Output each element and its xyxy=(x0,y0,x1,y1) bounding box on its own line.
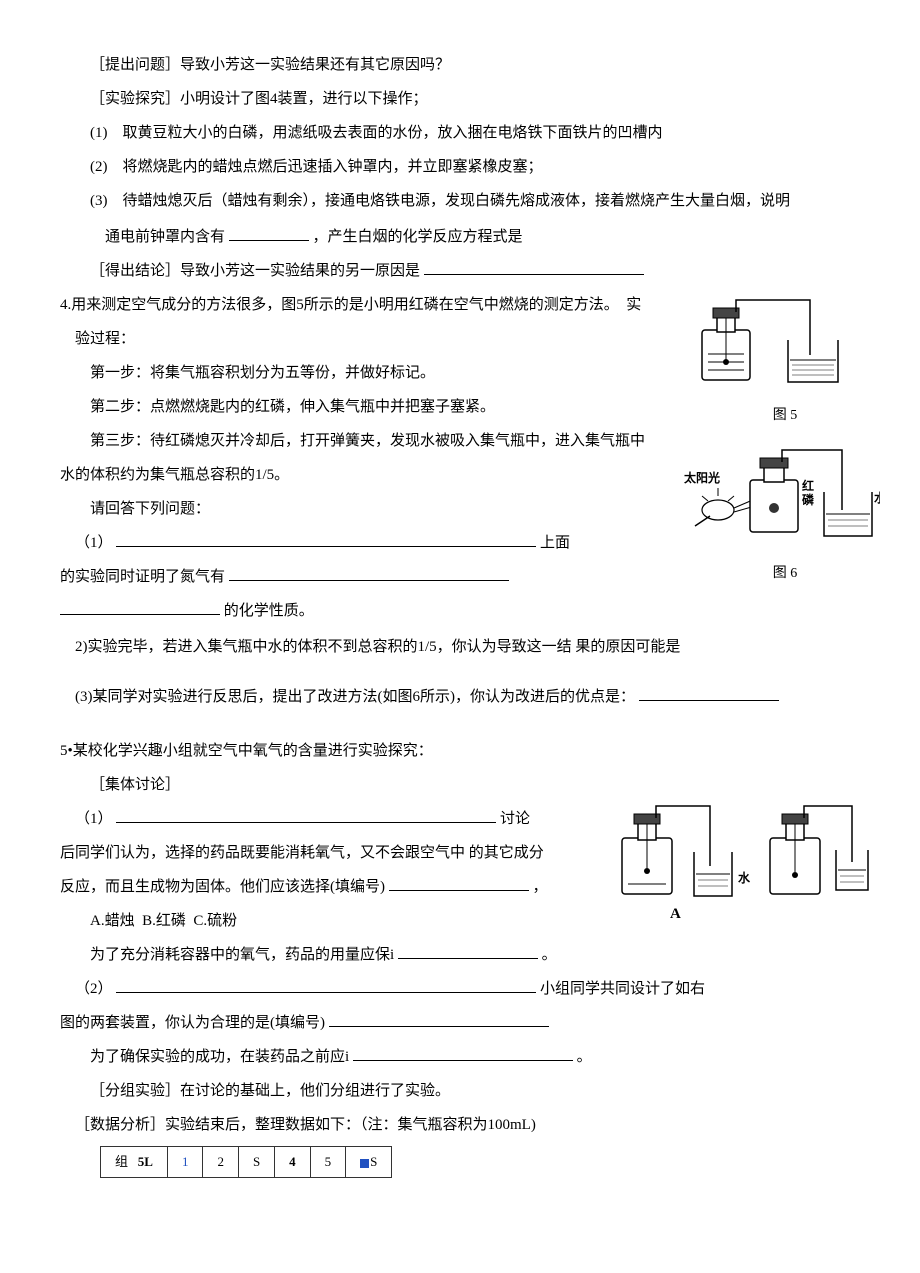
blank-q4-1c xyxy=(60,599,220,616)
q3-step3a-text: (3) 待蜡烛熄灭后（蜡烛有剩余），接通电烙铁电源，发现白磷先熔成液体，接着燃烧… xyxy=(60,193,790,209)
table-cell: 2 xyxy=(203,1147,239,1178)
q5-split: ［分组实验］在讨论的基础上，他们分组进行了实验。 xyxy=(60,1076,860,1106)
q4-q3-text: (3)某同学对实验进行反思后，提出了改进方法(如图6所示)，你认为改进后的优点是… xyxy=(75,689,635,705)
figure5-label: 图 5 xyxy=(680,402,890,430)
q5-q2-line2: 图的两套装置，你认为合理的是(填编号) xyxy=(60,1008,860,1038)
q4-proc: 验过程： xyxy=(60,324,660,354)
table-cell: 4 xyxy=(275,1147,311,1178)
svg-text:水: 水 xyxy=(738,870,751,885)
q3-step3a: (3) 待蜡烛熄灭后（蜡烛有剩余），接通电烙铁电源，发现白磷先熔成液体，接着燃烧… xyxy=(60,186,860,216)
figure6-icon: 太阳光 红 磷 水 xyxy=(680,438,880,558)
blank-q5-2c xyxy=(353,1045,573,1062)
blank-reason xyxy=(424,259,644,276)
q3-step2: (2) 将燃烧匙内的蜡烛点燃后迅速插入钟罩内，并立即塞紧橡皮塞； xyxy=(60,152,860,182)
blank-q5-1b xyxy=(389,875,529,892)
q5-optA: A.蜡烛 xyxy=(90,913,135,929)
blank-q4-1a xyxy=(116,531,536,548)
blank-q4-1b xyxy=(229,565,509,582)
q5-q1d-text: 反应，而且生成物为固体。他们应该选择(填编号) xyxy=(60,879,389,895)
q4-step3: 第三步：待红磷熄灭并冷却后，打开弹簧夹，发现水被吸入集气瓶中，进入集气瓶中 xyxy=(60,426,660,456)
table-cell: S xyxy=(346,1147,392,1178)
q3-step3b-text: 通电前钟罩内含有 xyxy=(105,229,229,245)
blank-q5-1c xyxy=(398,943,538,960)
q4-q1d-text: 的化学性质。 xyxy=(224,603,314,619)
q4-figures: 图 5 xyxy=(680,290,890,596)
q5-q1-line2: 后同学们认为，选择的药品既要能消耗氧气，又不会跟空气中 的其它成分 xyxy=(60,838,610,868)
q5-title: 5•某校化学兴趣小组就空气中氧气的含量进行实验探究： xyxy=(60,736,610,766)
q5-q2-line1: （2） 小组同学共同设计了如右 xyxy=(60,974,860,1004)
q4-q1-tail1: 上面 xyxy=(540,535,570,551)
q4-q1-line3: 的化学性质。 xyxy=(60,596,660,626)
table-row: 组 5L 1 2 S 4 5 S xyxy=(101,1147,392,1178)
q4-q1c-text: 的实验同时证明了氮气有 xyxy=(60,569,229,585)
q5-q1b-text: 讨论 xyxy=(500,811,530,827)
q3-step1: (1) 取黄豆粒大小的白磷，用滤纸吸去表面的水份，放入捆在电烙铁下面铁片的凹槽内 xyxy=(60,118,860,148)
q4-q2: 2)实验完毕，若进入集气瓶中水的体积不到总容积的1/5，你认为导致这一结 果的原… xyxy=(60,632,860,662)
q4-step2: 第二步：点燃燃烧匙内的红磷，伸入集气瓶中并把塞子塞紧。 xyxy=(60,392,660,422)
q5-options: A.蜡烛 B.红磷 C.硫粉 xyxy=(60,906,610,936)
q5-q2-num: （2） xyxy=(60,981,113,997)
blank-q5-1a xyxy=(116,807,496,824)
q5-q1f-text: 为了充分消耗容器中的氧气，药品的用量应保i xyxy=(90,947,398,963)
q5-data-table: 组 5L 1 2 S 4 5 S xyxy=(100,1146,392,1178)
q5-figures: 水 A xyxy=(610,796,870,946)
blank-contain xyxy=(229,225,309,242)
q4-step3b: 水的体积约为集气瓶总容积的1/5。 xyxy=(60,460,660,490)
svg-text:A: A xyxy=(670,906,681,922)
q5-q2d-text: 为了确保实验的成功，在装药品之前应i xyxy=(90,1049,353,1065)
q4-q1-num: （1） xyxy=(60,535,113,551)
svg-text:红: 红 xyxy=(802,478,814,493)
q4-invite: 请回答下列问题： xyxy=(60,494,660,524)
figure6-label: 图 6 xyxy=(680,560,890,588)
q3-step3c-text: ，产生白烟的化学反应方程式是 xyxy=(313,229,523,245)
q3-question-propose: ［提出问题］导致小芳这一实验结果还有其它原因吗？ xyxy=(60,50,860,80)
fig6-sun-label: 太阳光 xyxy=(684,470,720,485)
q5-q1g-text: 。 xyxy=(542,947,557,963)
q5-q2e-text: 。 xyxy=(577,1049,592,1065)
q5-data: ［数据分析］实验结束后，整理数据如下：（注：集气瓶容积为100mL) xyxy=(60,1110,860,1140)
q5-q2c-text: 图的两套装置，你认为合理的是(填编号) xyxy=(60,1015,329,1031)
q5-q2b-text: 小组同学共同设计了如右 xyxy=(540,981,705,997)
q5-discuss: ［集体讨论］ xyxy=(60,770,610,800)
q5-q1e-text: ， xyxy=(533,879,548,895)
table-cell: 5 xyxy=(310,1147,346,1178)
blank-q5-2a xyxy=(116,977,536,994)
table-cell: 1 xyxy=(167,1147,203,1178)
q3-experiment-explore: ［实验探究］小明设计了图4装置，进行以下操作； xyxy=(60,84,860,114)
q5-optC: C.硫粉 xyxy=(193,913,237,929)
q5-q1-line3: 反应，而且生成物为固体。他们应该选择(填编号) ， xyxy=(60,872,610,902)
q5-q2d-line: 为了确保实验的成功，在装药品之前应i 。 xyxy=(60,1042,860,1072)
q5-q1-num: （1） xyxy=(60,811,113,827)
table-cell: S xyxy=(238,1147,274,1178)
table-cell: 组 5L xyxy=(101,1147,168,1178)
q4-q1-line2: 的实验同时证明了氮气有 xyxy=(60,562,660,592)
q4-title: 4.用来测定空气成分的方法很多，图5所示的是小明用红磷在空气中燃烧的测定方法。 … xyxy=(60,290,660,320)
figure5-icon xyxy=(680,290,850,400)
svg-text:磷: 磷 xyxy=(802,492,815,507)
q4-q1-line1: （1） 上面 xyxy=(60,528,660,558)
q4-q3: (3)某同学对实验进行反思后，提出了改进方法(如图6所示)，你认为改进后的优点是… xyxy=(60,682,860,712)
q4-step1: 第一步：将集气瓶容积划分为五等份，并做好标记。 xyxy=(60,358,660,388)
blank-q5-2b xyxy=(329,1011,549,1028)
q5-q1f-line: 为了充分消耗容器中的氧气，药品的用量应保i 。 xyxy=(60,940,610,970)
q3-conclusion: ［得出结论］导致小芳这一实验结果的另一原因是 xyxy=(60,256,860,286)
q5-q1-line1: （1） 讨论 xyxy=(60,804,610,834)
blank-q4-3 xyxy=(639,685,779,702)
q3-step3-line2: 通电前钟罩内含有 ，产生白烟的化学反应方程式是 xyxy=(60,222,860,252)
q3-conclusion-text: ［得出结论］导致小芳这一实验结果的另一原因是 xyxy=(90,263,420,279)
svg-text:水: 水 xyxy=(874,490,880,505)
q5-optB: B.红磷 xyxy=(142,913,186,929)
